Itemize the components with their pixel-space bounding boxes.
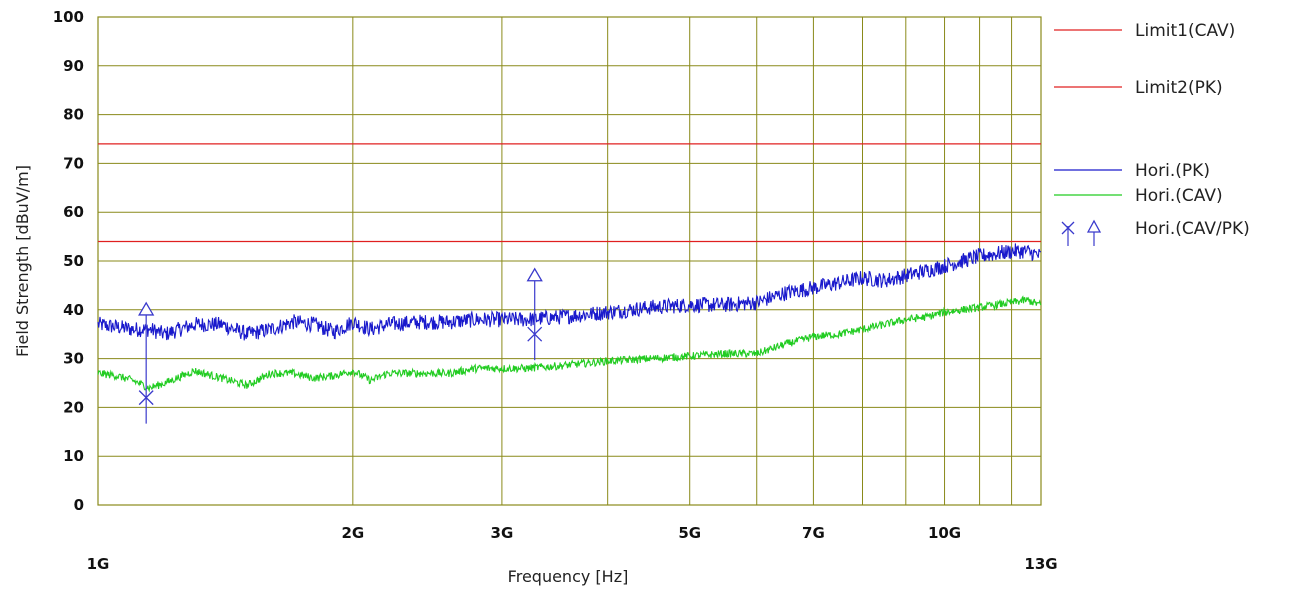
trace-hori-cav- <box>97 295 1042 393</box>
legend-item: Hori.(PK) <box>1054 161 1210 181</box>
tick-labels: 0 10 20 30 40 50 60 70 80 90 100 1G 2G 3G 5G 7G 10G 13G <box>53 8 1058 573</box>
legend-label: Hori.(PK) <box>1135 161 1210 181</box>
grid <box>97 16 1042 506</box>
x-tick-label: 7G <box>802 524 825 542</box>
legend-label: Hori.(CAV/PK) <box>1135 219 1250 239</box>
y-tick-label: 90 <box>63 57 84 75</box>
legend-label: Hori.(CAV) <box>1135 186 1223 206</box>
x-tick-label: 13G <box>1024 555 1057 573</box>
legend-label: Limit2(PK) <box>1135 78 1223 98</box>
y-tick-label: 40 <box>63 301 84 319</box>
legend-item: Limit1(CAV) <box>1054 21 1235 41</box>
marker-pk-triangle <box>526 267 543 282</box>
y-tick-label: 60 <box>63 203 84 221</box>
y-tick-label: 70 <box>63 154 84 172</box>
y-tick-label: 0 <box>74 496 84 514</box>
trace-hori-pk- <box>97 243 1042 341</box>
legend-triangle-icon <box>1086 219 1102 233</box>
markers <box>138 267 543 424</box>
x-tick-label: 2G <box>341 524 364 542</box>
x-axis-label: Frequency [Hz] <box>508 567 629 586</box>
y-tick-label: 100 <box>53 8 84 26</box>
legend-label: Limit1(CAV) <box>1135 21 1235 41</box>
y-tick-label: 10 <box>63 447 84 465</box>
traces <box>97 243 1042 393</box>
marker-cav-x <box>138 390 154 406</box>
y-tick-label: 30 <box>63 350 84 368</box>
x-tick-label: 5G <box>678 524 701 542</box>
y-tick-label: 50 <box>63 252 84 270</box>
legend: Limit1(CAV) Limit2(PK) Hori.(PK) Hori.(CAV)… <box>1054 21 1250 246</box>
y-axis-label: Field Strength [dBuV/m] <box>13 165 32 357</box>
limit-lines <box>98 143 1041 243</box>
x-tick-label: 10G <box>928 524 961 542</box>
y-tick-label: 20 <box>63 398 84 416</box>
marker-cav-x <box>527 326 543 342</box>
marker-pk-triangle <box>138 301 155 316</box>
x-tick-label: 1G <box>87 555 110 573</box>
legend-item: Hori.(CAV/PK) <box>1061 219 1250 246</box>
legend-item: Hori.(CAV) <box>1054 186 1223 206</box>
y-tick-label: 80 <box>63 106 84 124</box>
x-tick-label: 3G <box>491 524 514 542</box>
legend-item: Limit2(PK) <box>1054 78 1223 98</box>
